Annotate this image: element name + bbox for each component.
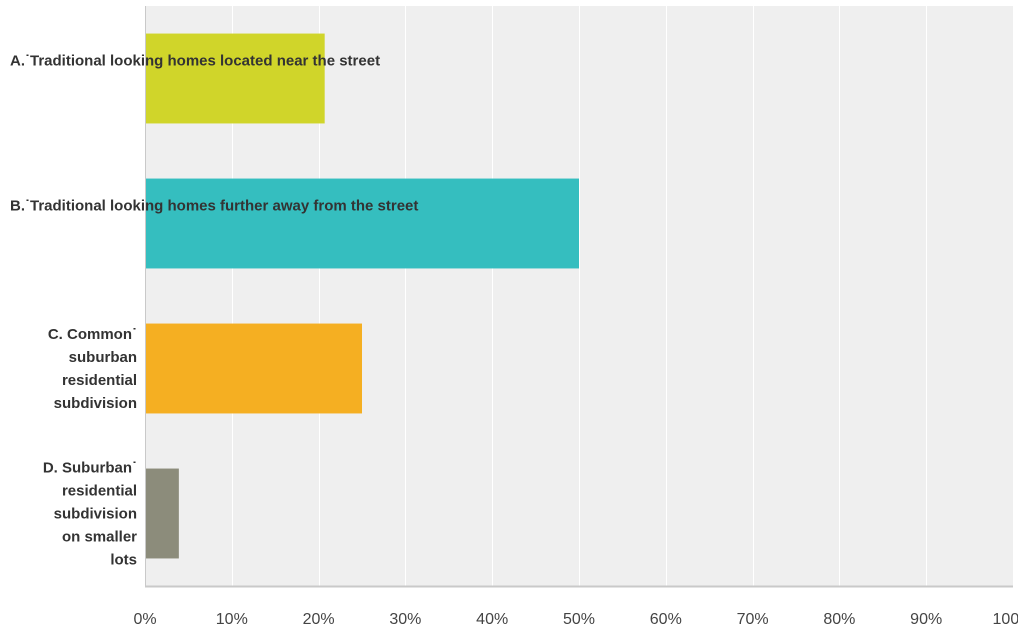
x-tick-label: 80% (823, 611, 855, 628)
category-label: A.˙Traditional looking homes located nea… (10, 53, 380, 70)
category-labels: A.˙Traditional looking homes located nea… (10, 53, 418, 569)
bars (145, 33, 579, 559)
category-label: subdivision (54, 395, 137, 412)
category-label: D. Suburban˙ (43, 460, 137, 477)
category-label: residential (62, 372, 137, 389)
x-tick-label: 60% (650, 611, 682, 628)
category-label: suburban (69, 349, 137, 366)
category-label: lots (110, 552, 137, 569)
x-tick-label: 10% (216, 611, 248, 628)
bar (145, 468, 179, 559)
x-tick-label: 20% (303, 611, 335, 628)
category-label: residential (62, 483, 137, 500)
bar (145, 178, 579, 269)
bar (145, 323, 362, 414)
x-tick-label: 100% (993, 611, 1018, 628)
category-label: subdivision (54, 506, 137, 523)
x-tick-label: 0% (133, 611, 156, 628)
gridlines (232, 6, 1014, 586)
x-tick-label: 50% (563, 611, 595, 628)
x-tick-labels: 0% 10% 20% 30% 40% 50% 60% 70% 80% 90% 100% (133, 611, 1018, 628)
x-tick-label: 30% (389, 611, 421, 628)
bar (145, 33, 325, 124)
x-tick-label: 70% (737, 611, 769, 628)
category-label: C. Common˙ (48, 326, 137, 343)
x-tick-label: 90% (910, 611, 942, 628)
x-tick-label: 40% (476, 611, 508, 628)
category-label: B.˙Traditional looking homes further awa… (10, 198, 418, 215)
category-label: on smaller (62, 529, 137, 546)
